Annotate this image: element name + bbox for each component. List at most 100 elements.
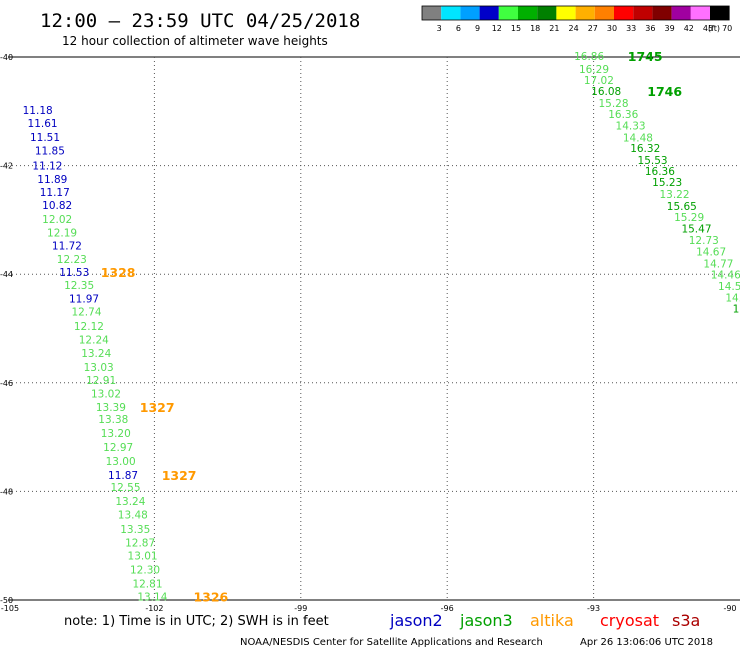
color-scale-swatch <box>671 6 691 20</box>
wave-height-value: 15.53 <box>638 155 668 167</box>
wave-height-value: 16.32 <box>630 143 660 155</box>
time-label: 1326 <box>193 590 228 605</box>
latitude-label: -50 <box>0 596 13 605</box>
wave-height-value: 14.48 <box>623 132 653 144</box>
wave-height-value: 15.65 <box>667 201 697 213</box>
wave-height-value: 13.01 <box>128 550 158 562</box>
color-scale-tick-label: 36 <box>645 24 655 33</box>
wave-height-value: 17.02 <box>584 75 614 87</box>
time-label: 1327 <box>162 468 197 483</box>
color-scale-swatch <box>479 6 499 20</box>
color-scale-swatch <box>633 6 653 20</box>
color-scale-swatch <box>710 6 730 20</box>
wave-height-value: 12.74 <box>71 307 101 319</box>
color-scale-tick-label: 24 <box>569 24 579 33</box>
wave-height-value: 12.91 <box>86 375 116 387</box>
color-scale-tick-label: 12 <box>492 24 502 33</box>
wave-height-value: 12.97 <box>103 442 133 454</box>
color-scale-swatch <box>537 6 557 20</box>
wave-height-value: 12.87 <box>125 537 155 549</box>
wave-height-value: 15.23 <box>652 177 682 189</box>
satellite-legend-jason2: jason2 <box>389 611 443 630</box>
wave-height-value: 12.73 <box>689 235 719 247</box>
satellite-legend-s3a: s3a <box>672 611 700 630</box>
color-scale-tick-label: 9 <box>475 24 480 33</box>
color-scale-tick-label: 70 <box>722 24 732 33</box>
wave-height-value: 13.38 <box>98 414 128 426</box>
color-scale-tick-label: 21 <box>549 24 559 33</box>
wave-height-value: 13.00 <box>106 456 136 468</box>
latitude-label: -48 <box>0 487 13 496</box>
wave-height-value: 11.72 <box>52 240 82 252</box>
color-scale-tick-label: 39 <box>665 24 675 33</box>
map-subtitle: 12 hour collection of altimeter wave hei… <box>62 34 328 48</box>
wave-height-value: 12.12 <box>74 321 104 333</box>
graticule <box>8 57 740 600</box>
color-scale-swatch <box>498 6 518 20</box>
satellite-legend: jason2 jason3 altika cryosat s3a <box>389 611 700 630</box>
map-frame <box>8 56 740 601</box>
longitude-label: -102 <box>145 604 163 613</box>
latitude-label: -44 <box>0 270 13 279</box>
wave-height-value: 16.08 <box>591 86 621 98</box>
wave-height-value: 11.12 <box>32 161 62 173</box>
wave-height-value: 12.81 <box>132 579 162 591</box>
wave-height-value: 14.77 <box>703 258 733 270</box>
wave-height-value: 11.51 <box>30 132 60 144</box>
wave-height-value: 11.18 <box>23 105 53 117</box>
wave-height-value: 11.85 <box>35 145 65 157</box>
latitude-label: -46 <box>0 379 13 388</box>
color-scale-tick-label: 30 <box>607 24 617 33</box>
wave-height-value: 13.24 <box>115 496 145 508</box>
wave-height-value: 14.33 <box>616 120 646 132</box>
latitude-label: -42 <box>0 162 13 171</box>
time-label: 1328 <box>101 265 136 280</box>
color-scale-tick-label: 6 <box>456 24 461 33</box>
wave-height-value: 13.14 <box>137 592 167 604</box>
wave-height-value: 15.29 <box>674 212 704 224</box>
wave-height-value: 13.24 <box>81 348 111 360</box>
color-scale-swatch <box>460 6 480 20</box>
wave-height-value: 12.23 <box>57 254 87 266</box>
color-scale-tick-label: 45 <box>703 24 713 33</box>
wave-height-value: 13.22 <box>659 189 689 201</box>
wave-height-value: 10.82 <box>42 200 72 212</box>
wave-height-value: 12.55 <box>110 482 140 494</box>
wave-height-value: 15.47 <box>681 224 711 236</box>
color-scale-swatch <box>518 6 538 20</box>
wave-height-value: 11.53 <box>59 267 89 279</box>
wave-height-value: 14.21 <box>725 293 740 305</box>
color-scale-swatch <box>690 6 710 20</box>
color-scale-swatch <box>441 6 461 20</box>
wave-height-value: 13.48 <box>118 510 148 522</box>
wave-height-value: 11.89 <box>37 174 67 186</box>
footer-timestamp: Apr 26 13:06:06 UTC 2018 <box>580 637 713 648</box>
satellite-legend-jason3: jason3 <box>459 611 513 630</box>
longitude-label: -105 <box>1 604 19 613</box>
map-title: 12:00 — 23:59 UTC 04/25/2018 <box>40 10 360 32</box>
wave-height-value: 12.30 <box>130 565 160 577</box>
color-scale-tick-label: 3 <box>437 24 442 33</box>
time-label: 1746 <box>647 84 682 99</box>
color-scale-tick-label: 33 <box>626 24 636 33</box>
footer-note: note: 1) Time is in UTC; 2) SWH is in fe… <box>64 614 329 629</box>
color-scale-swatch <box>422 6 442 20</box>
footer-credit: NOAA/NESDIS Center for Satellite Applica… <box>240 637 543 648</box>
color-scale-tick-label: 15 <box>511 24 521 33</box>
wave-height-value: 15.28 <box>598 98 628 110</box>
axis-labels: -105 -102 -99 -96 -93 -90 -40 -42 -44 -46 -48 -50 <box>0 53 737 613</box>
wave-height-value: 13.20 <box>101 428 131 440</box>
wave-height-value: 16.29 <box>579 64 609 76</box>
wave-height-value: 12.35 <box>64 280 94 292</box>
wave-height-value: 16.36 <box>608 109 638 121</box>
wave-height-value: 11.97 <box>69 294 99 306</box>
wave-height-value: 11.61 <box>28 118 58 130</box>
time-label: 1327 <box>140 400 175 415</box>
color-scale-swatch <box>575 6 595 20</box>
wave-height-value: 13.39 <box>96 402 126 414</box>
color-scale-tick-label: 27 <box>588 24 598 33</box>
wave-height-value: 11.17 <box>40 187 70 199</box>
wave-height-value: 12.19 <box>47 227 77 239</box>
